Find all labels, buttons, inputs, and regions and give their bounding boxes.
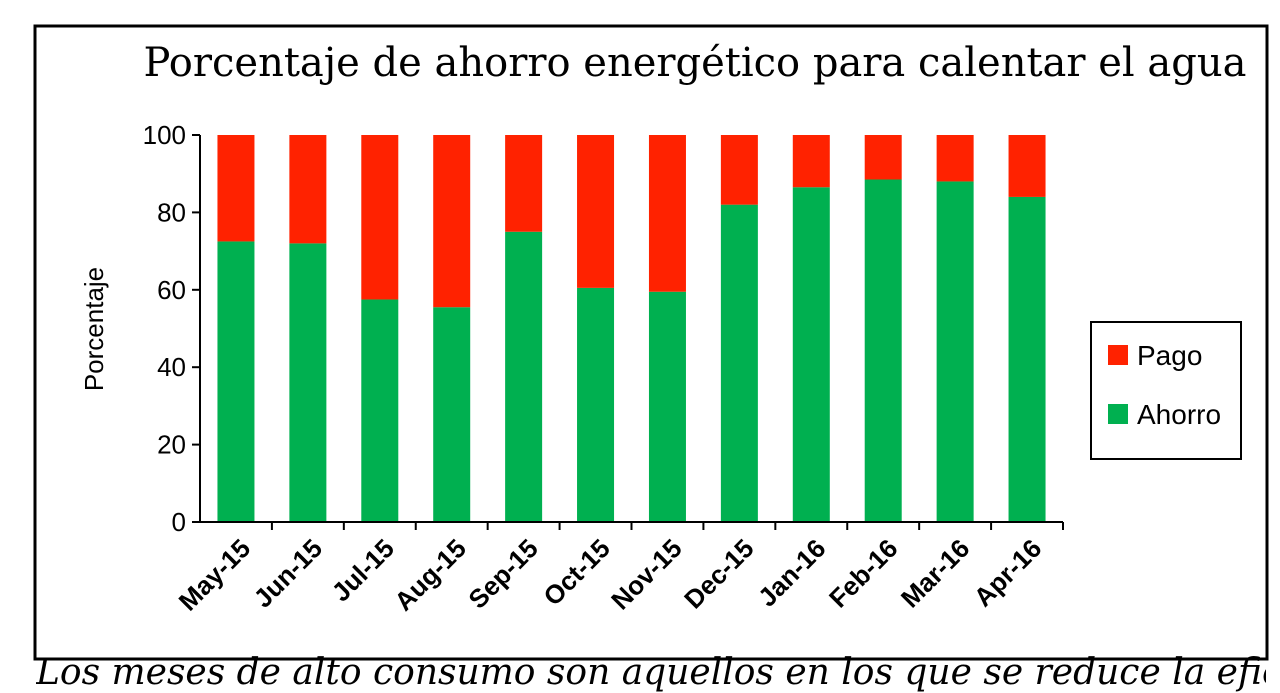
y-tick-label: 60 <box>157 275 186 305</box>
y-tick-label: 100 <box>143 120 186 150</box>
bar-ahorro-apr-16 <box>1008 196 1046 523</box>
y-tick-label: 80 <box>157 197 186 227</box>
bar-pago-jan-16 <box>792 135 830 188</box>
chart-title: Porcentaje de ahorro energético para cal… <box>144 40 1247 86</box>
bar-ahorro-may-15 <box>217 241 255 523</box>
legend-swatch-ahorro <box>1108 404 1128 424</box>
bar-pago-apr-16 <box>1008 135 1046 197</box>
bar-pago-dec-15 <box>720 135 758 205</box>
y-axis: 0 20 40 60 80 100 <box>143 120 200 537</box>
bar-ahorro-oct-15 <box>577 287 615 522</box>
legend: Pago Ahorro <box>1090 321 1242 460</box>
bar-pago-sep-15 <box>505 135 543 232</box>
legend-label-pago: Pago <box>1137 340 1202 371</box>
legend-box <box>1090 321 1242 460</box>
bar-ahorro-aug-15 <box>433 307 471 522</box>
bar-ahorro-mar-16 <box>936 181 974 522</box>
y-tick-label: 20 <box>157 430 186 460</box>
bar-ahorro-jan-16 <box>792 187 830 522</box>
bar-pago-jun-15 <box>289 135 327 244</box>
bar-ahorro-dec-15 <box>720 204 758 522</box>
bars <box>217 135 1046 523</box>
y-tick-label: 40 <box>157 352 186 382</box>
y-axis-label: Porcentaje <box>79 267 109 391</box>
bar-pago-may-15 <box>217 135 255 242</box>
bar-pago-aug-15 <box>433 135 471 308</box>
bar-ahorro-feb-16 <box>864 179 902 522</box>
y-tick-label: 0 <box>172 507 186 537</box>
bar-ahorro-jun-15 <box>289 243 327 523</box>
bar-pago-jul-15 <box>361 135 399 300</box>
legend-label-ahorro: Ahorro <box>1137 399 1221 430</box>
bar-pago-nov-15 <box>648 135 686 292</box>
legend-swatch-pago <box>1108 345 1128 365</box>
bar-pago-feb-16 <box>864 135 902 180</box>
bar-ahorro-nov-15 <box>648 291 686 522</box>
bar-pago-oct-15 <box>577 135 615 288</box>
bar-ahorro-jul-15 <box>361 299 399 522</box>
bar-ahorro-sep-15 <box>505 231 543 522</box>
bar-pago-mar-16 <box>936 135 974 182</box>
figure-caption: Los meses de alto consumo son aquellos e… <box>36 652 1266 693</box>
